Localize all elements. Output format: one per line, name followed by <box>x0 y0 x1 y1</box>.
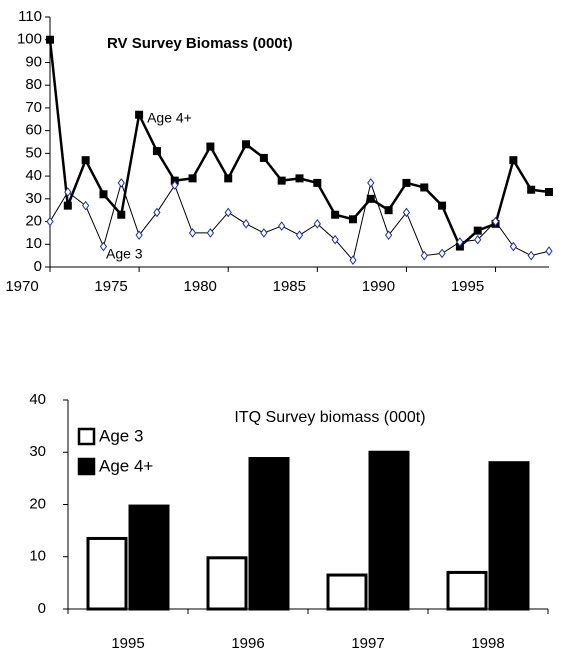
y-tick-label: 40 <box>25 167 42 184</box>
marker <box>46 216 54 227</box>
marker <box>348 215 357 224</box>
marker <box>99 241 108 252</box>
marker <box>331 210 340 219</box>
bar <box>206 556 248 611</box>
marker <box>313 178 322 187</box>
marker <box>82 200 90 211</box>
marker <box>349 255 357 266</box>
marker <box>438 201 447 210</box>
y-tick-label: 0 <box>34 258 42 275</box>
marker <box>384 230 393 241</box>
y-tick-label: 40 <box>29 391 46 408</box>
marker <box>224 207 232 218</box>
bar <box>326 573 368 611</box>
marker <box>99 190 108 199</box>
x-tick-label: 1996 <box>231 635 264 652</box>
marker <box>259 153 268 162</box>
marker <box>384 206 393 215</box>
x-tick-label: 1995 <box>111 635 144 652</box>
x-tick-label: 1995 <box>451 278 484 295</box>
chart-title: RV Survey Biomass (000t) <box>107 35 293 52</box>
marker <box>473 226 482 235</box>
marker <box>277 176 286 185</box>
y-tick-label: 80 <box>25 76 42 93</box>
marker <box>188 228 197 238</box>
y-tick-label: 110 <box>18 8 42 25</box>
series-annotation: Age 4+ <box>147 109 192 125</box>
marker <box>206 142 215 151</box>
chart-title: ITQ Survey biomass (000t) <box>234 409 425 426</box>
marker <box>527 185 536 194</box>
marker <box>242 140 251 149</box>
marker <box>402 207 411 218</box>
marker <box>46 35 54 44</box>
marker <box>331 234 339 245</box>
marker <box>81 156 90 165</box>
marker <box>117 178 125 188</box>
x-tick-label: 1985 <box>273 278 306 295</box>
legend-swatch <box>77 427 96 446</box>
y-tick-label: 10 <box>29 548 46 565</box>
bar <box>248 457 290 611</box>
bar <box>488 461 530 611</box>
marker <box>367 178 375 188</box>
y-tick-label: 30 <box>25 190 42 207</box>
marker <box>366 194 375 203</box>
y-tick-label: 90 <box>25 53 42 70</box>
marker <box>527 250 535 261</box>
bar <box>86 536 128 611</box>
y-tick-label: 20 <box>25 213 42 230</box>
x-tick-label: 1990 <box>362 278 395 295</box>
marker <box>188 174 197 183</box>
marker <box>509 156 518 165</box>
y-tick-label: 100 <box>17 31 42 48</box>
y-tick-label: 0 <box>38 600 46 617</box>
y-tick-label: 60 <box>25 122 42 139</box>
bar <box>128 504 170 611</box>
legend-label: Age 4+ <box>99 456 153 475</box>
y-tick-label: 20 <box>29 495 46 512</box>
marker <box>420 250 428 261</box>
marker <box>135 110 144 119</box>
marker <box>135 230 143 241</box>
marker <box>295 174 304 183</box>
marker <box>117 210 126 219</box>
y-tick-label: 30 <box>29 443 46 460</box>
marker <box>152 147 161 156</box>
y-tick-label: 50 <box>25 144 42 161</box>
marker <box>313 218 321 229</box>
marker <box>64 187 72 197</box>
marker <box>206 228 215 238</box>
marker <box>242 218 250 229</box>
bar <box>368 450 410 611</box>
y-tick-label: 70 <box>25 99 42 116</box>
marker <box>420 183 429 192</box>
marker <box>545 246 553 256</box>
marker <box>63 201 72 210</box>
marker <box>171 180 179 191</box>
marker <box>153 207 161 218</box>
marker <box>474 234 482 245</box>
series-annotation: Age 3 <box>106 246 143 262</box>
x-tick-label: 1970 <box>5 278 38 295</box>
bar <box>446 570 488 611</box>
marker <box>224 174 233 183</box>
y-tick-label: 10 <box>25 235 42 252</box>
marker <box>295 230 304 241</box>
legend-swatch <box>77 457 96 476</box>
legend-label: Age 3 <box>99 426 143 445</box>
marker <box>278 221 286 231</box>
marker <box>438 248 446 259</box>
marker <box>456 237 464 247</box>
x-tick-label: 1980 <box>184 278 217 295</box>
x-tick-label: 1975 <box>94 278 127 295</box>
marker <box>509 241 517 252</box>
marker <box>545 188 553 196</box>
marker <box>402 178 411 187</box>
x-tick-label: 1998 <box>471 635 504 652</box>
marker <box>491 216 500 227</box>
marker <box>260 228 268 238</box>
x-tick-label: 1997 <box>351 635 384 652</box>
